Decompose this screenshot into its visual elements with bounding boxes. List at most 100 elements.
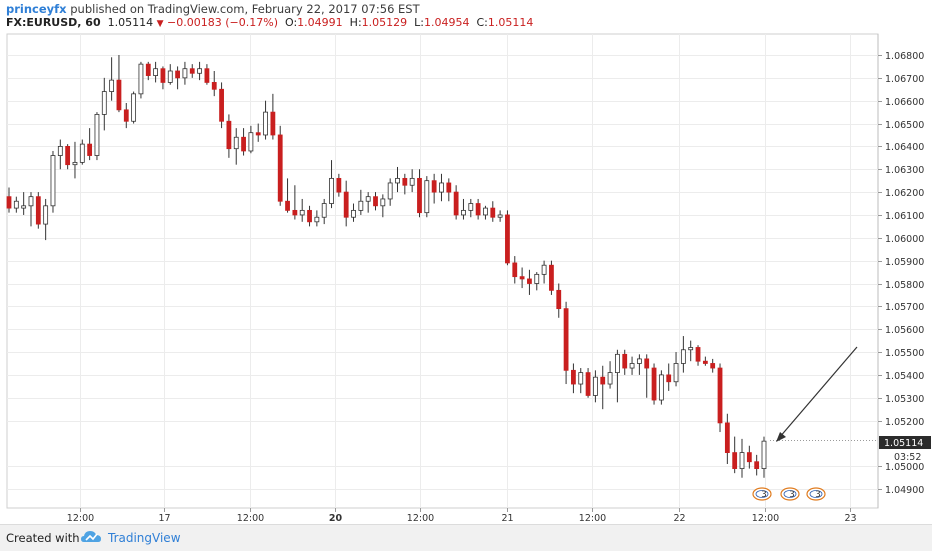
candle-body-up bbox=[409, 177, 415, 186]
candle-body-down bbox=[336, 177, 342, 193]
candle-body-up bbox=[461, 209, 466, 216]
candle-body-up bbox=[739, 452, 745, 469]
candle-body-down bbox=[285, 200, 290, 211]
flag-icon bbox=[755, 490, 769, 498]
candle-body-up bbox=[94, 114, 100, 156]
candle bbox=[571, 363, 576, 394]
candle bbox=[307, 205, 312, 227]
event-badge-icon bbox=[806, 487, 826, 501]
candle bbox=[666, 363, 672, 391]
candle-body-down bbox=[453, 191, 459, 216]
candle bbox=[138, 61, 144, 99]
candle-body-up bbox=[321, 203, 327, 218]
trend-arrow[interactable] bbox=[776, 346, 858, 442]
price-tick-label: 1.06000 bbox=[885, 234, 924, 245]
candle-body-up bbox=[109, 79, 115, 92]
candle bbox=[439, 173, 444, 202]
candle-body-down bbox=[431, 180, 437, 193]
candle-body-down bbox=[292, 209, 298, 216]
flag-icon bbox=[809, 490, 823, 498]
candle-body-down bbox=[695, 347, 701, 362]
down-arrow-icon: ▼ bbox=[156, 19, 164, 29]
time-axis: 12:00 17 12:00 20 12:00 21 12:00 22 12:00 23 bbox=[67, 508, 857, 524]
candle-body-up bbox=[614, 353, 620, 374]
candle-body-down bbox=[724, 422, 730, 453]
candle bbox=[270, 93, 276, 140]
candle-body-down bbox=[175, 70, 180, 79]
price-tick-label: 1.06700 bbox=[885, 74, 924, 85]
candle-body-down bbox=[226, 120, 232, 150]
tradingview-brand[interactable]: TradingView bbox=[108, 531, 181, 545]
candle bbox=[724, 413, 730, 465]
chart-header: princeyfx published on TradingView.com, … bbox=[0, 0, 932, 32]
price-axis: 1.06800 1.06700 1.06600 1.06500 1.06400 1.063… bbox=[878, 51, 924, 496]
candle bbox=[145, 61, 151, 81]
price-tick-label: 1.05400 bbox=[885, 371, 924, 382]
price-change: −0.00183 (−0.17%) bbox=[167, 16, 278, 29]
candle bbox=[710, 358, 716, 373]
candle bbox=[461, 198, 466, 220]
candle bbox=[87, 128, 93, 161]
candle bbox=[116, 55, 122, 113]
candle bbox=[182, 61, 188, 85]
candle bbox=[131, 91, 137, 124]
candle-body-down bbox=[600, 376, 606, 385]
candle bbox=[13, 196, 19, 213]
event-badge[interactable]: 3 bbox=[752, 487, 772, 501]
candle bbox=[453, 185, 459, 220]
candle-body-up bbox=[50, 155, 56, 207]
event-badge[interactable]: 3 bbox=[806, 487, 826, 501]
candle-body-down bbox=[519, 276, 525, 280]
candle-body-down bbox=[651, 367, 657, 401]
candle bbox=[197, 61, 202, 81]
candle-body-down bbox=[732, 452, 738, 469]
candle bbox=[688, 340, 694, 362]
candle bbox=[549, 260, 554, 295]
candle-body-down bbox=[145, 63, 151, 76]
bar-countdown-label: 03:52 bbox=[894, 452, 921, 463]
candle-body-down bbox=[505, 214, 510, 264]
candle bbox=[622, 349, 628, 375]
open-label: O: bbox=[285, 16, 298, 29]
candle-body-down bbox=[219, 88, 224, 122]
candle bbox=[189, 64, 195, 78]
candle-body-down bbox=[417, 177, 422, 214]
candle-body-down bbox=[373, 196, 378, 207]
candle-body-up bbox=[593, 376, 598, 396]
candle-body-up bbox=[483, 207, 488, 216]
price-tick-label: 1.06300 bbox=[885, 165, 924, 176]
candle bbox=[57, 139, 63, 170]
close-value: 1.05114 bbox=[487, 16, 534, 29]
high-label: H: bbox=[349, 16, 362, 29]
candle bbox=[417, 169, 422, 218]
candle-body-up bbox=[688, 347, 694, 351]
economic-events[interactable]: 3 3 3 bbox=[752, 487, 826, 501]
candle-body-down bbox=[644, 358, 650, 369]
candle bbox=[241, 128, 246, 156]
candle-body-up bbox=[21, 205, 27, 209]
candle-body-up bbox=[138, 63, 144, 95]
event-badge[interactable]: 3 bbox=[780, 487, 800, 501]
candle-body-down bbox=[527, 278, 532, 284]
candle-body-up bbox=[424, 180, 430, 214]
candlestick-chart[interactable]: 1.06800 1.06700 1.06600 1.06500 1.06400 1.063… bbox=[0, 0, 932, 524]
tradingview-cloud-icon[interactable] bbox=[80, 528, 104, 546]
author-link[interactable]: princeyfx bbox=[6, 2, 67, 16]
candle bbox=[153, 61, 159, 83]
candle-body-up bbox=[658, 374, 664, 401]
candle-body-up bbox=[13, 200, 19, 209]
candle bbox=[563, 301, 569, 385]
candle bbox=[614, 349, 620, 403]
candle bbox=[512, 256, 518, 284]
candle-body-down bbox=[746, 452, 752, 463]
candle-body-up bbox=[497, 214, 503, 218]
candles-group bbox=[6, 55, 767, 478]
symbol-label[interactable]: FX:EURUSD, 60 bbox=[6, 16, 101, 29]
price-tick-label: 1.06600 bbox=[885, 97, 924, 108]
price-tick-label: 1.04900 bbox=[885, 485, 924, 496]
candle bbox=[292, 185, 298, 220]
candle-body-down bbox=[35, 196, 41, 225]
price-tick-label: 1.05300 bbox=[885, 394, 924, 405]
time-tick-label: 12:00 bbox=[579, 513, 606, 524]
arrow-line bbox=[778, 346, 858, 439]
